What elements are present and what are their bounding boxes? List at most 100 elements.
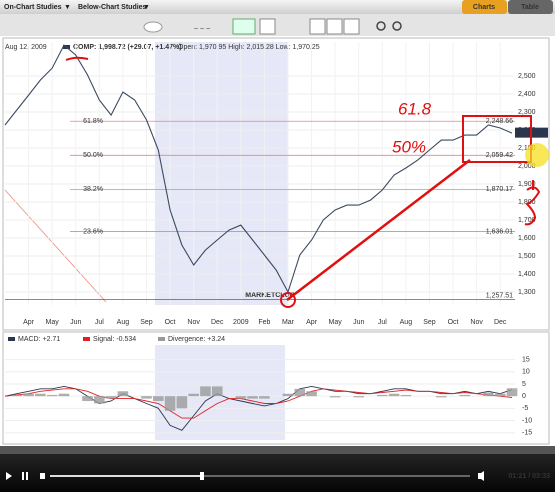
- tool-icon[interactable]: ~ ~ ~: [194, 26, 210, 33]
- y-tick-label: 5: [522, 381, 526, 388]
- pause-button[interactable]: [26, 472, 28, 480]
- play-button[interactable]: [6, 472, 12, 480]
- price-line: [4, 44, 513, 294]
- y-tick-label: 2,100: [518, 145, 536, 152]
- fib-value: 1,870.17: [486, 186, 513, 193]
- fib-value: 1,636.01: [486, 228, 513, 235]
- x-tick-label: 2009: [233, 319, 249, 326]
- x-tick-label: Nov: [187, 319, 200, 326]
- stop-button[interactable]: [40, 473, 45, 479]
- ohlc: Open: 1,970.95 High: 2,015.28 Low: 1,970…: [178, 44, 320, 51]
- on-chart-studies[interactable]: On-Chart Studies: [4, 4, 62, 11]
- zoom-out[interactable]: [392, 21, 402, 31]
- x-tick-label: Apr: [23, 319, 35, 326]
- low-label: 1,257.51: [486, 293, 513, 300]
- fib-label: 61.8%: [83, 118, 103, 125]
- tab-label[interactable]: Charts: [473, 4, 495, 11]
- progress-thumb[interactable]: [200, 472, 204, 480]
- tab-charts[interactable]: [462, 0, 507, 14]
- toolbar: [0, 0, 555, 14]
- annotations: 61.8 50%: [65, 56, 549, 308]
- tab-table[interactable]: [508, 0, 553, 14]
- tool-icon[interactable]: [326, 18, 343, 35]
- divergence-bar: [294, 388, 306, 397]
- divergence-bar: [376, 394, 388, 397]
- fib-value: 2,059.42: [486, 152, 513, 159]
- y-tick-label: 1,800: [518, 199, 536, 206]
- x-tick-label: Sep: [140, 319, 153, 326]
- tool-icon[interactable]: [143, 21, 163, 33]
- x-tick-label: Jul: [95, 319, 104, 326]
- dropdown-arrow[interactable]: ▼: [64, 4, 71, 11]
- video-frame-edge: [0, 446, 555, 454]
- support-line: [286, 159, 471, 301]
- y-tick-label: 2,500: [518, 73, 536, 80]
- annotation: 61.8: [398, 99, 432, 118]
- tool-icon[interactable]: [259, 18, 276, 35]
- macd-line: [4, 388, 513, 419]
- legend-label: Divergence: +3.24: [168, 336, 225, 343]
- divergence-bar: [329, 396, 341, 398]
- legend-swatch: [158, 337, 165, 341]
- y-tick-label: 2,000: [518, 163, 536, 170]
- zoom-in[interactable]: [376, 21, 386, 31]
- divergence-bar: [200, 386, 211, 397]
- divergence-bar: [11, 394, 23, 397]
- dropdown-arrow[interactable]: ▼: [143, 4, 150, 11]
- x-tick-label: Dec: [494, 319, 507, 326]
- divergence-bar: [247, 396, 258, 399]
- tool-icon[interactable]: [309, 18, 326, 35]
- divergence-bar: [82, 396, 93, 402]
- divergence-bar: [35, 393, 46, 397]
- trend-line: [4, 189, 107, 303]
- cursor-highlight: [525, 143, 549, 167]
- divergence-bar: [164, 396, 176, 411]
- x-tick-label: Mar: [282, 319, 295, 326]
- volume-button[interactable]: [478, 471, 484, 481]
- y-tick-label: 0: [522, 393, 526, 400]
- x-tick-label: Jun: [353, 319, 364, 326]
- divergence-bar: [188, 393, 199, 397]
- divergence-bar: [105, 396, 117, 399]
- circle: [280, 292, 296, 308]
- x-tick-label: Oct: [448, 319, 459, 326]
- x-tick-label: May: [46, 319, 60, 326]
- x-tick-label: Aug: [117, 319, 130, 326]
- divergence-bar: [58, 393, 70, 397]
- divergence-bar: [388, 393, 400, 397]
- divergence-bar: [46, 394, 58, 397]
- fib-label: 23.6%: [83, 228, 103, 235]
- y-tick-label: 2,300: [518, 109, 536, 116]
- fib-label: 38.2%: [83, 186, 103, 193]
- divergence-bar: [94, 396, 105, 404]
- divergence-bar: [435, 396, 447, 398]
- legend-label: MACD: +2.71: [18, 336, 60, 343]
- divergence-bar: [506, 388, 518, 397]
- watermark: MARKETCLUB: [245, 292, 294, 299]
- x-tick-label: Aug: [400, 319, 413, 326]
- y-tick-label: -10: [522, 417, 532, 424]
- box: [462, 115, 532, 163]
- tool-icon[interactable]: [232, 18, 256, 35]
- divergence-bar: [494, 393, 506, 397]
- x-tick-label: Jun: [70, 319, 81, 326]
- annotation: 50%: [392, 137, 426, 156]
- divergence-bar: [141, 396, 152, 399]
- y-tick-label: 15: [522, 356, 530, 363]
- divergence-bar: [483, 392, 494, 397]
- x-tick-label: Jul: [378, 319, 387, 326]
- y-tick-label: 2,400: [518, 91, 536, 98]
- x-tick-label: May: [329, 319, 343, 326]
- divergence-bar: [259, 396, 270, 399]
- divergence-bar: [152, 396, 164, 402]
- tab-label[interactable]: Table: [521, 4, 539, 11]
- underline: [65, 56, 89, 61]
- icon-bar: [0, 14, 555, 36]
- date: Aug 12, 2009: [5, 44, 47, 51]
- below-chart-studies[interactable]: Below-Chart Studies: [78, 4, 147, 11]
- pause-button[interactable]: [22, 472, 24, 480]
- progress-track[interactable]: [50, 475, 470, 477]
- tool-icon[interactable]: [343, 18, 360, 35]
- x-tick-label: Sep: [423, 319, 436, 326]
